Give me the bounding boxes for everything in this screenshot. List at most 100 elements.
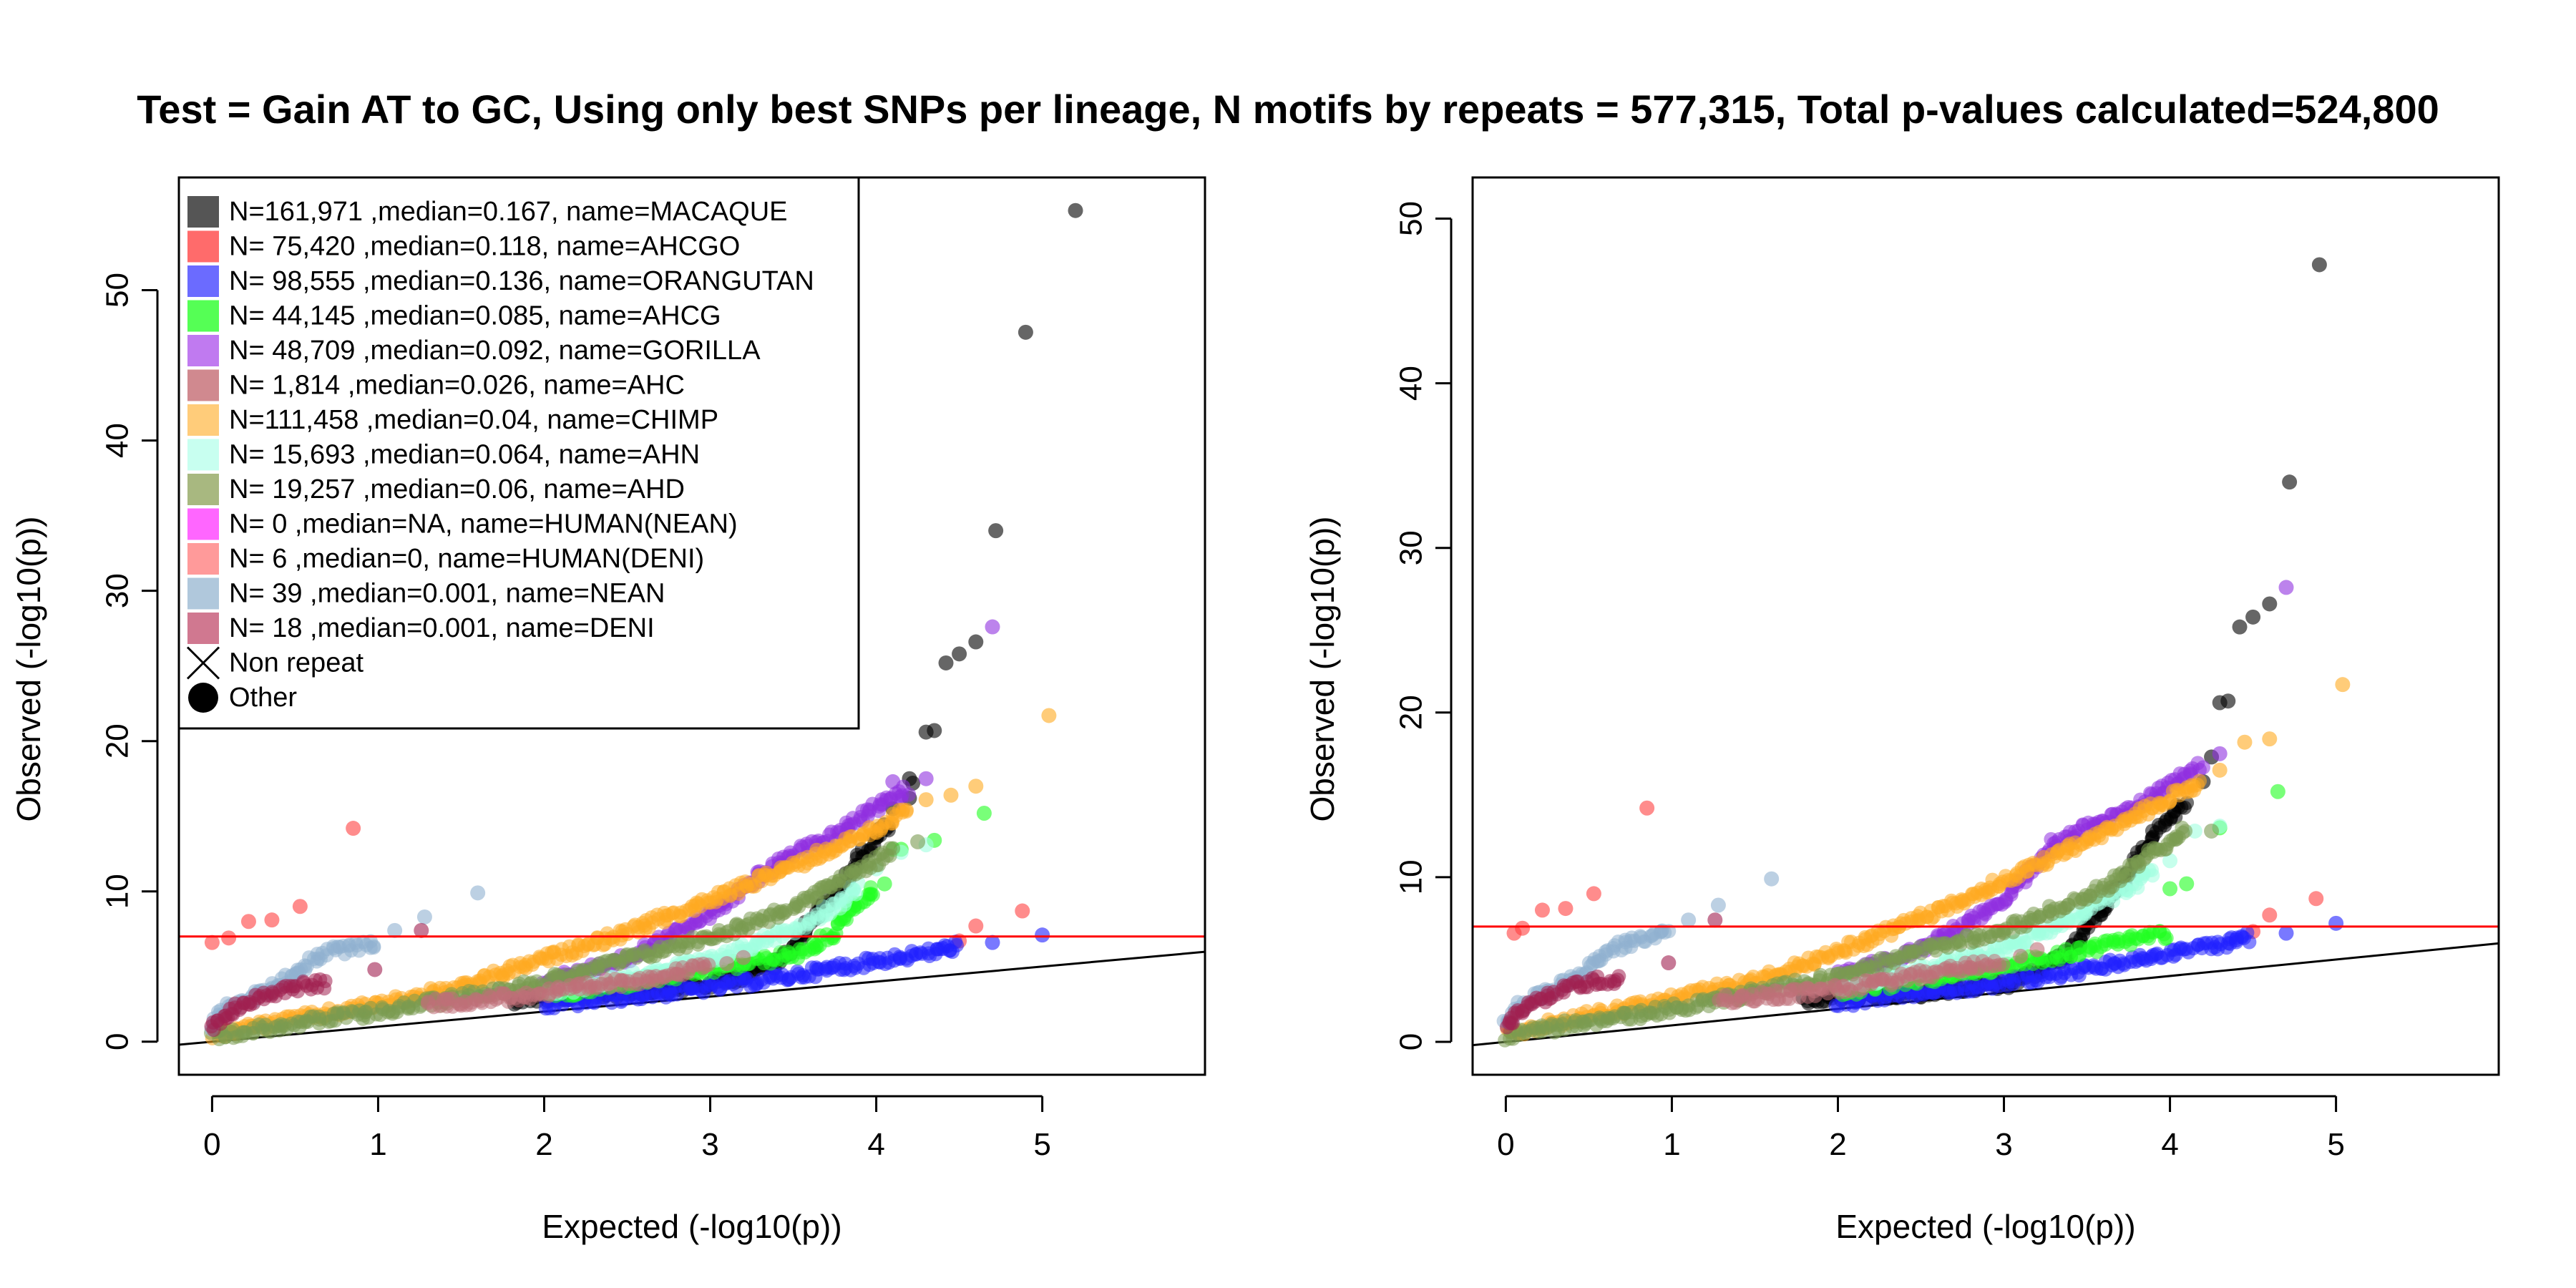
- x-tick-label: 1: [1663, 1127, 1680, 1162]
- plot-frame: [1471, 176, 2500, 1076]
- data-point: [2029, 942, 2045, 957]
- data-point: [902, 787, 917, 802]
- data-point: [2192, 774, 2207, 789]
- legend-swatch: [187, 404, 219, 436]
- data-point: [877, 876, 892, 892]
- legend-swatch: [187, 230, 219, 263]
- x-tick-label: 1: [369, 1127, 386, 1162]
- data-point: [318, 974, 333, 989]
- data-point: [952, 646, 967, 662]
- data-point: [2237, 734, 2253, 750]
- data-point: [1041, 708, 1057, 723]
- series-ahcgo: [1506, 800, 2324, 941]
- legend-entry-label: N= 39 ,median=0.001, name=NEAN: [229, 579, 665, 609]
- x-tick-label: 4: [2161, 1127, 2178, 1162]
- legend-box: [177, 176, 860, 730]
- data-point: [367, 962, 383, 977]
- y-axis-label: Observed (-log10(p)): [1304, 517, 1341, 822]
- data-point: [2228, 932, 2244, 947]
- series-deni: [1499, 912, 1723, 1035]
- data-point: [2270, 784, 2285, 799]
- x-tick-label: 3: [701, 1127, 718, 1162]
- legend-swatch: [187, 508, 219, 540]
- data-point: [366, 940, 381, 955]
- data-point: [2179, 876, 2195, 892]
- data-point: [1068, 203, 1083, 218]
- legend-swatch: [187, 335, 219, 366]
- data-point: [2145, 868, 2160, 883]
- data-point: [292, 899, 308, 914]
- data-point: [938, 655, 954, 670]
- qq-plot-left: 0 1 2 3 4 5 Expected (-log10(p)) 0 10 20 30 40 50 Obs…: [10, 176, 1206, 1245]
- data-point: [2278, 580, 2294, 595]
- y-tick-label: 30: [100, 573, 135, 608]
- x-tick-label: 0: [203, 1127, 220, 1162]
- legend-entry-label: N=111,458 ,median=0.04, name=CHIMP: [229, 405, 718, 435]
- data-point: [1018, 324, 1033, 340]
- x-tick-label: 2: [535, 1127, 552, 1162]
- y-tick-label: 10: [1394, 859, 1429, 894]
- data-point: [1015, 903, 1030, 919]
- y-tick-label: 40: [100, 423, 135, 458]
- data-point: [2328, 915, 2344, 931]
- series-orangutan: [1828, 915, 2344, 1013]
- data-point: [918, 792, 934, 808]
- data-point: [1707, 912, 1723, 928]
- data-point: [2262, 596, 2278, 612]
- data-point: [2220, 693, 2236, 709]
- data-point: [948, 935, 963, 950]
- data-point: [2311, 257, 2327, 273]
- data-point: [2232, 619, 2248, 635]
- legend-swatch: [187, 474, 219, 505]
- legend-entry-label: N=161,971 ,median=0.167, name=MACAQUE: [229, 197, 788, 227]
- legend-entry-label: N= 44,145 ,median=0.085, name=AHCG: [229, 301, 721, 331]
- data-point: [2162, 881, 2178, 897]
- legend-shape-label: Other: [229, 683, 297, 713]
- y-tick-label: 20: [100, 723, 135, 758]
- data-point: [240, 914, 256, 930]
- plot-area: [179, 203, 1205, 1047]
- data-point: [2162, 853, 2178, 869]
- y-tick-label: 0: [1394, 1033, 1429, 1050]
- plot-area: [1473, 257, 2499, 1048]
- data-point: [470, 885, 486, 901]
- data-point: [935, 941, 950, 957]
- data-point: [1611, 969, 1626, 984]
- data-point: [1586, 886, 1601, 902]
- data-point: [221, 930, 237, 946]
- legend-swatch: [187, 196, 219, 228]
- data-point: [2245, 609, 2261, 625]
- data-point: [2175, 820, 2190, 835]
- y-tick-label: 0: [100, 1033, 135, 1050]
- data-point: [2282, 474, 2298, 490]
- data-point: [885, 774, 901, 789]
- legend-entry-label: N= 19,257 ,median=0.06, name=AHD: [229, 474, 685, 504]
- series-ahc: [1712, 942, 2045, 1010]
- y-tick-label: 30: [1394, 530, 1429, 565]
- data-point: [346, 821, 361, 836]
- data-point: [968, 918, 984, 934]
- legend-swatch: [187, 543, 219, 575]
- x-tick-label: 4: [867, 1127, 884, 1162]
- y-tick-label: 50: [100, 273, 135, 308]
- data-point: [910, 834, 926, 849]
- x-tick-label: 5: [1033, 1127, 1050, 1162]
- data-point: [968, 634, 984, 650]
- data-point: [899, 803, 914, 818]
- data-point: [719, 956, 735, 972]
- data-point: [264, 912, 280, 928]
- legend-entry-label: N= 1,814 ,median=0.026, name=AHC: [229, 371, 685, 401]
- data-point: [204, 935, 220, 950]
- expected-diagonal-line: [179, 950, 1205, 1046]
- legend-shape-label: Non repeat: [229, 648, 364, 678]
- data-point: [2195, 760, 2210, 775]
- x-tick-label: 0: [1497, 1127, 1514, 1162]
- data-point: [2262, 907, 2278, 923]
- legend-swatch: [187, 439, 219, 471]
- x-axis-label: Expected (-log10(p)): [1835, 1208, 2135, 1245]
- y-tick-label: 20: [1394, 695, 1429, 730]
- legend-entry-label: N= 15,693 ,median=0.064, name=AHN: [229, 440, 700, 470]
- data-point: [886, 841, 901, 856]
- data-point: [2204, 823, 2220, 839]
- data-point: [1558, 901, 1574, 917]
